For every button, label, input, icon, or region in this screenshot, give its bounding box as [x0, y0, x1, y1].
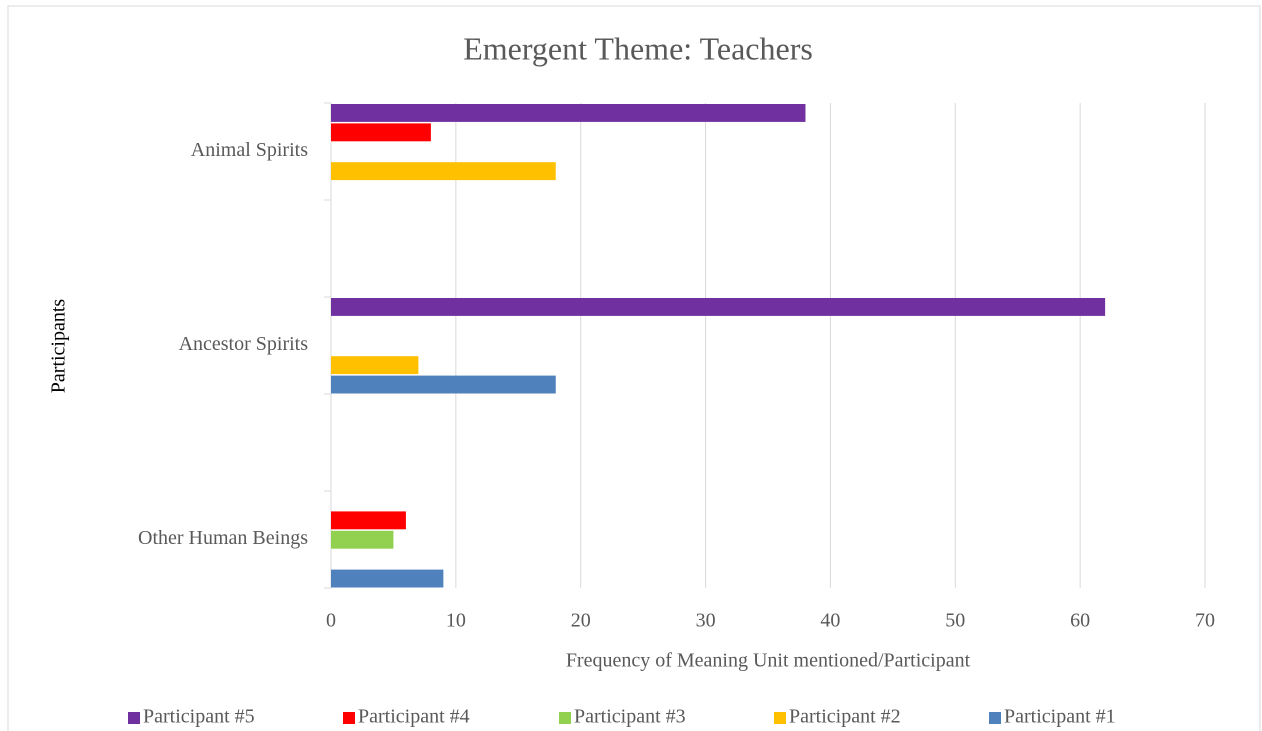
legend-swatch — [989, 712, 1001, 724]
legend-label: Participant #4 — [358, 706, 470, 728]
x-tick-label: 50 — [945, 610, 965, 632]
legend-swatch — [774, 712, 786, 724]
bar — [331, 123, 431, 142]
x-tick-label: 0 — [326, 610, 336, 632]
bar — [331, 569, 444, 588]
x-tick-label: 70 — [1195, 610, 1215, 632]
chart-border — [7, 5, 1261, 731]
y-axis-title: Participants — [48, 299, 70, 394]
x-tick-label: 10 — [446, 610, 466, 632]
y-tick-label: Animal Spirits — [191, 139, 308, 161]
bar — [331, 530, 394, 549]
x-tick-label: 40 — [820, 610, 840, 632]
legend-label: Participant #1 — [1004, 706, 1116, 728]
x-tick-label: 60 — [1070, 610, 1090, 632]
legend-swatch — [128, 712, 140, 724]
y-tick-label: Ancestor Spirits — [179, 333, 309, 355]
x-tick-label: 20 — [571, 610, 591, 632]
legend-swatch — [559, 712, 571, 724]
chart-title: Emergent Theme: Teachers — [463, 30, 813, 66]
bar — [331, 356, 419, 375]
bar — [331, 298, 1106, 316]
x-axis-title: Frequency of Meaning Unit mentioned/Part… — [566, 650, 971, 672]
x-tick-label: 30 — [696, 610, 716, 632]
bar — [331, 162, 556, 181]
legend-label: Participant #2 — [789, 706, 901, 728]
bar — [331, 375, 556, 394]
y-tick-label: Other Human Beings — [138, 527, 308, 549]
legend-swatch — [343, 712, 355, 724]
legend-label: Participant #5 — [143, 706, 255, 728]
bar — [331, 104, 806, 122]
legend-label: Participant #3 — [574, 706, 686, 728]
bar — [331, 511, 406, 530]
